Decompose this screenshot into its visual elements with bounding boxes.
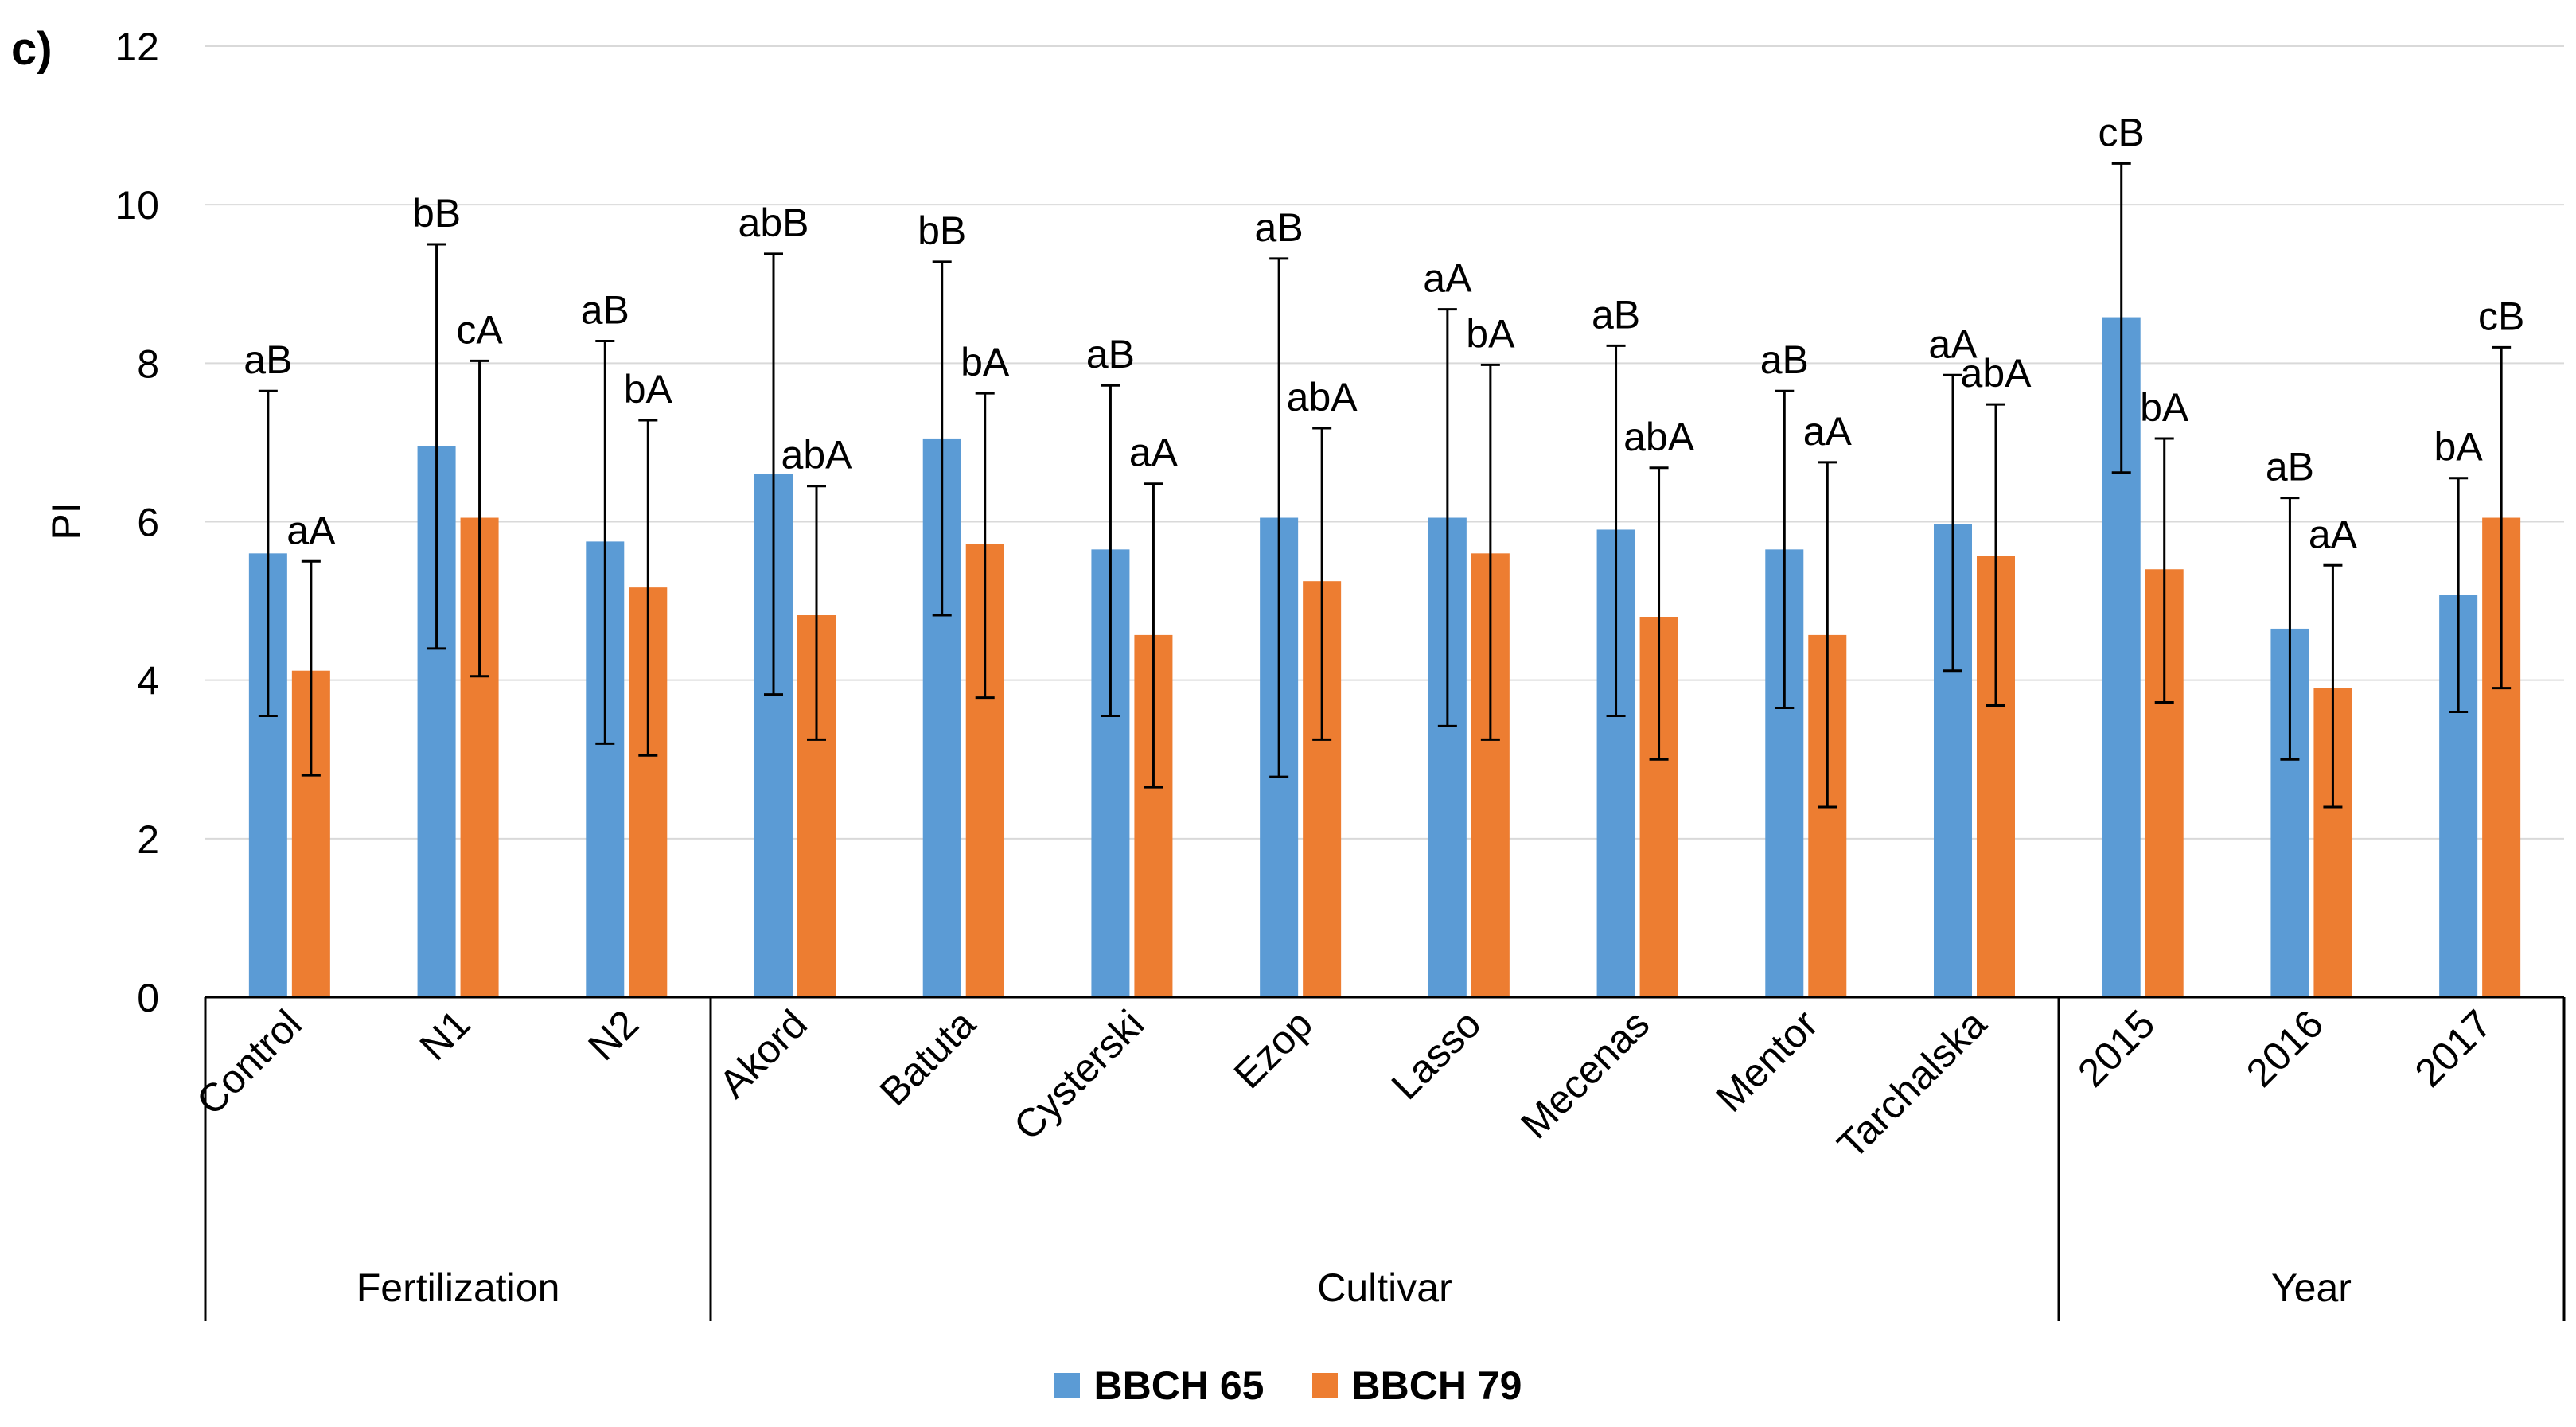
significance-label: abA xyxy=(1287,375,1358,419)
significance-label: bB xyxy=(412,191,461,236)
y-tick-label: 12 xyxy=(115,25,159,69)
significance-label: bA xyxy=(2434,425,2484,470)
legend-swatch-bbch79 xyxy=(1311,1373,1338,1398)
y-tick-label: 2 xyxy=(137,817,159,862)
y-axis-title: PI xyxy=(44,502,88,540)
significance-label: aB xyxy=(581,287,629,332)
legend-swatch-bbch65 xyxy=(1054,1373,1080,1398)
legend-item-bbch79: BBCH 79 xyxy=(1311,1363,1522,1409)
y-tick-label: 0 xyxy=(137,976,159,1020)
significance-label: aB xyxy=(2266,445,2314,489)
x-tick-label: Mecenas xyxy=(1512,1001,1658,1147)
x-tick-label: 2017 xyxy=(2406,1001,2500,1095)
x-tick-label: N1 xyxy=(411,1001,479,1069)
legend-label: BBCH 79 xyxy=(1351,1363,1522,1408)
legend: BBCH 65 BBCH 79 xyxy=(0,1363,2576,1409)
x-tick-label: Lasso xyxy=(1383,1001,1490,1108)
group-label: Fertilization xyxy=(357,1265,560,1310)
x-tick-label: Ezop xyxy=(1226,1001,1321,1097)
legend-item-bbch65: BBCH 65 xyxy=(1054,1363,1265,1409)
significance-label: aB xyxy=(1760,337,1809,382)
x-tick-label: Cysterski xyxy=(1005,1001,1152,1148)
x-tick-label: Tarchalska xyxy=(1829,1001,1995,1168)
group-label: Year xyxy=(2271,1265,2352,1310)
significance-label: cB xyxy=(2478,294,2524,338)
significance-label: aA xyxy=(1928,322,1978,366)
x-tick-label: Batuta xyxy=(871,1001,984,1114)
x-tick-label: Akord xyxy=(711,1001,816,1106)
legend-label: BBCH 65 xyxy=(1093,1363,1265,1408)
x-tick-label: Mentor xyxy=(1707,1001,1826,1121)
y-tick-label: 6 xyxy=(137,501,159,545)
y-tick-label: 4 xyxy=(137,659,159,704)
panel-label: c) xyxy=(11,23,53,75)
significance-label: abA xyxy=(1961,351,2032,396)
significance-label: aB xyxy=(244,337,292,382)
significance-label: bA xyxy=(624,367,673,411)
x-tick-label: 2015 xyxy=(2069,1001,2163,1095)
significance-label: aA xyxy=(1423,256,1472,301)
significance-label: aA xyxy=(1129,431,1179,475)
significance-label: aA xyxy=(2309,512,2358,556)
group-label: Cultivar xyxy=(1317,1265,1452,1310)
significance-label: aA xyxy=(1803,409,1853,454)
significance-label: bB xyxy=(918,209,966,253)
significance-label: bA xyxy=(2140,385,2189,430)
significance-label: aB xyxy=(1086,332,1135,376)
significance-label: bA xyxy=(961,340,1010,384)
y-tick-label: 8 xyxy=(137,341,159,386)
significance-label: abA xyxy=(1623,415,1695,459)
significance-label: abA xyxy=(781,433,853,478)
significance-label: abB xyxy=(739,201,809,245)
significance-label: aA xyxy=(286,508,336,552)
significance-label: aB xyxy=(1592,292,1640,337)
significance-label: cB xyxy=(2099,110,2145,154)
significance-label: cA xyxy=(456,307,503,352)
significance-label: bA xyxy=(1466,311,1515,356)
y-tick-label: 10 xyxy=(115,183,159,228)
x-tick-label: N2 xyxy=(579,1001,647,1069)
x-tick-label: 2016 xyxy=(2238,1001,2332,1095)
significance-label: aB xyxy=(1255,205,1304,250)
